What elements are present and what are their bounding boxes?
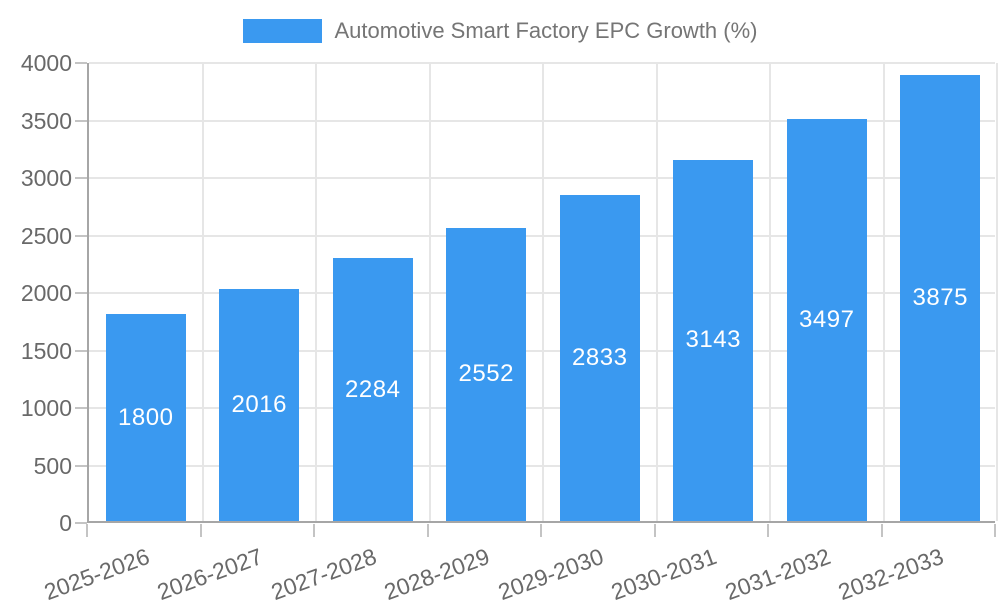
gridline-vertical: [769, 63, 771, 521]
legend[interactable]: Automotive Smart Factory EPC Growth (%): [0, 15, 1000, 47]
bar-value-label: 3143: [685, 326, 741, 354]
y-tick-mark: [75, 62, 87, 64]
y-tick-mark: [75, 234, 87, 237]
x-tick-mark: [653, 524, 656, 537]
y-tick-mark: [75, 464, 87, 467]
y-tick-label: 4000: [20, 50, 72, 76]
legend-label: Automotive Smart Factory EPC Growth (%): [334, 18, 758, 43]
bar: 3875: [900, 75, 981, 521]
bar: 3497: [786, 118, 867, 521]
x-tick-mark: [880, 524, 883, 537]
y-tick-label: 500: [33, 452, 72, 479]
bar-value-label: 2284: [345, 375, 401, 403]
bar-value-label: 2016: [231, 391, 287, 419]
x-tick-label-text: 2030-2031: [607, 543, 721, 600]
x-tick-mark: [426, 524, 429, 537]
y-tick-label: 3500: [20, 107, 72, 134]
y-tick-mark: [75, 177, 87, 179]
x-tick-label-text: 2028-2029: [380, 543, 494, 600]
legend-swatch-icon: [242, 19, 322, 43]
x-tick-label-text: 2031-2032: [721, 543, 834, 600]
gridline-vertical: [428, 63, 431, 521]
x-tick-label-text: 2026-2027: [153, 543, 267, 600]
y-tick-mark: [75, 522, 87, 524]
x-tick-label-text: 2029-2030: [494, 543, 607, 600]
bar: 2284: [332, 258, 413, 521]
y-tick-mark: [75, 119, 87, 122]
x-tick-mark: [540, 524, 542, 537]
bar: 2016: [219, 289, 300, 521]
x-tick-mark: [994, 524, 996, 537]
x-tick-mark: [313, 524, 315, 537]
gridline-vertical: [655, 63, 658, 521]
gridline-vertical: [542, 63, 544, 521]
bar: 3143: [673, 159, 754, 521]
gridline-vertical: [882, 63, 885, 521]
x-tick-label-text: 2025-2026: [40, 543, 153, 600]
y-tick-mark: [75, 292, 87, 294]
x-tick-mark: [199, 524, 202, 537]
gridline-vertical: [315, 63, 317, 521]
y-tick-label: 3000: [20, 165, 72, 191]
bar-value-label: 2552: [458, 360, 514, 388]
x-tick-label-text: 2027-2028: [267, 543, 380, 600]
bar-value-label: 2833: [572, 344, 628, 372]
bar: 1800: [105, 314, 186, 521]
bar-value-label: 3875: [912, 284, 968, 312]
y-tick-label: 0: [59, 510, 72, 536]
y-tick-label: 2500: [20, 222, 72, 249]
bar: 2833: [559, 195, 640, 521]
y-tick-mark: [75, 407, 87, 409]
x-tick-label-text: 2032-2033: [834, 543, 948, 600]
bar: 2552: [446, 227, 527, 521]
bar-value-label: 3497: [799, 305, 855, 333]
bar-value-label: 1800: [118, 403, 174, 431]
y-tick-label: 1500: [20, 337, 72, 364]
x-tick-mark: [767, 524, 769, 537]
plot-area: 1800 2016 2284 2552 2833 3143 3497 3875: [87, 62, 998, 523]
y-tick-mark: [75, 349, 87, 352]
y-tick-label: 1000: [20, 395, 72, 421]
y-tick-label: 2000: [20, 280, 72, 306]
gridline-vertical: [201, 63, 204, 521]
gridline-vertical: [996, 63, 998, 521]
x-tick-mark: [86, 524, 88, 537]
